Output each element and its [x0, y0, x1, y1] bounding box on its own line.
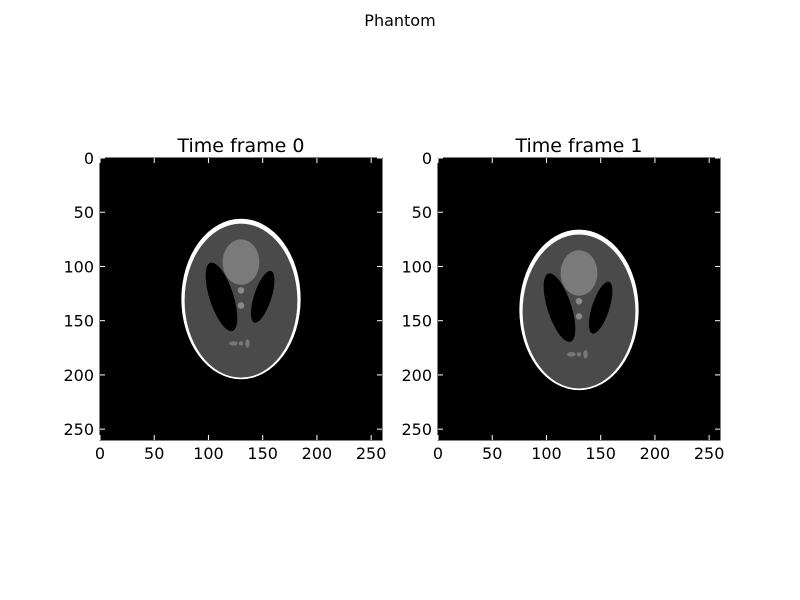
x-tick-label: 200: [640, 444, 671, 463]
shepp-logan-phantom: [181, 218, 301, 380]
y-tick-label: 200: [63, 366, 94, 385]
axes-time-frame-0: Time frame 0 0 50 100 150 200 250050100150200…: [63, 135, 386, 463]
y-tick-label: 0: [84, 149, 94, 168]
x-tick-label: 200: [302, 444, 333, 463]
phantom-brain: [522, 234, 636, 389]
figure-suptitle: Phantom: [364, 11, 435, 30]
phantom-right-ventricle: [250, 270, 275, 323]
phantom-small-spot-1: [575, 297, 583, 305]
x-tick-label: 250: [356, 444, 387, 463]
phantom-bottom-spot-1: [229, 341, 238, 346]
phantom-bottom-spot-2: [576, 352, 582, 357]
x-tick-label: 0: [95, 444, 105, 463]
axes-time-frame-1: Time frame 1 0 50 100 150 200 250050100150200…: [401, 135, 724, 463]
phantom-bottom-spot-3: [583, 349, 588, 359]
y-tick-label: 250: [63, 420, 94, 439]
y-tick-label: 250: [401, 420, 432, 439]
phantom-top-ellipse: [560, 250, 598, 296]
x-tick-label: 150: [247, 444, 278, 463]
x-tick-label: 100: [531, 444, 562, 463]
phantom-brain: [184, 223, 298, 378]
phantom-left-ventricle: [205, 262, 238, 332]
x-tick-label: 50: [482, 444, 502, 463]
phantom-right-ventricle: [588, 281, 613, 334]
x-tick-label: 100: [193, 444, 224, 463]
y-tick-label: 100: [401, 257, 432, 276]
axes-title-0: Time frame 0: [176, 135, 304, 157]
phantom-bottom-spot-1: [567, 352, 576, 357]
phantom-top-ellipse: [222, 239, 260, 285]
shepp-logan-phantom: [519, 229, 639, 391]
y-tick-label: 50: [412, 203, 432, 222]
axes-frame: [437, 157, 721, 441]
phantom-left-ventricle: [543, 273, 576, 342]
phantom-bottom-spot-3: [245, 339, 250, 348]
y-tick-label: 150: [401, 312, 432, 331]
phantom-small-spot-1: [237, 287, 245, 294]
phantom-bottom-spot-2: [238, 341, 244, 346]
y-tick-label: 150: [63, 312, 94, 331]
y-tick-label: 0: [422, 149, 432, 168]
y-tick-label: 100: [63, 257, 94, 276]
x-tick-label: 0: [433, 444, 443, 463]
x-tick-label: 150: [585, 444, 616, 463]
phantom-small-spot-2: [237, 302, 245, 309]
x-tick-label: 250: [694, 444, 725, 463]
y-tick-label: 50: [74, 203, 94, 222]
y-tick-label: 200: [401, 366, 432, 385]
axes-title-1: Time frame 1: [514, 135, 642, 157]
phantom-small-spot-2: [575, 313, 583, 320]
x-tick-label: 50: [144, 444, 164, 463]
axes-frame: [99, 157, 383, 441]
